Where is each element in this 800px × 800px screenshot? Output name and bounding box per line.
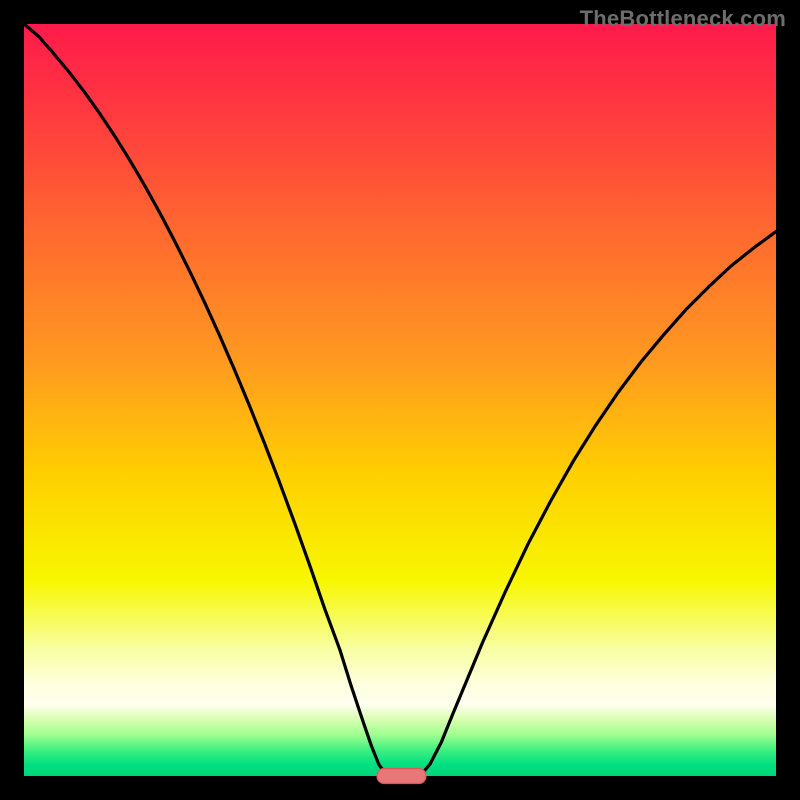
optimal-point-marker — [377, 769, 426, 784]
watermark-text: TheBottleneck.com — [580, 6, 786, 32]
figure-container: TheBottleneck.com — [0, 0, 800, 800]
plot-background — [24, 24, 776, 776]
bottleneck-chart — [0, 0, 800, 800]
